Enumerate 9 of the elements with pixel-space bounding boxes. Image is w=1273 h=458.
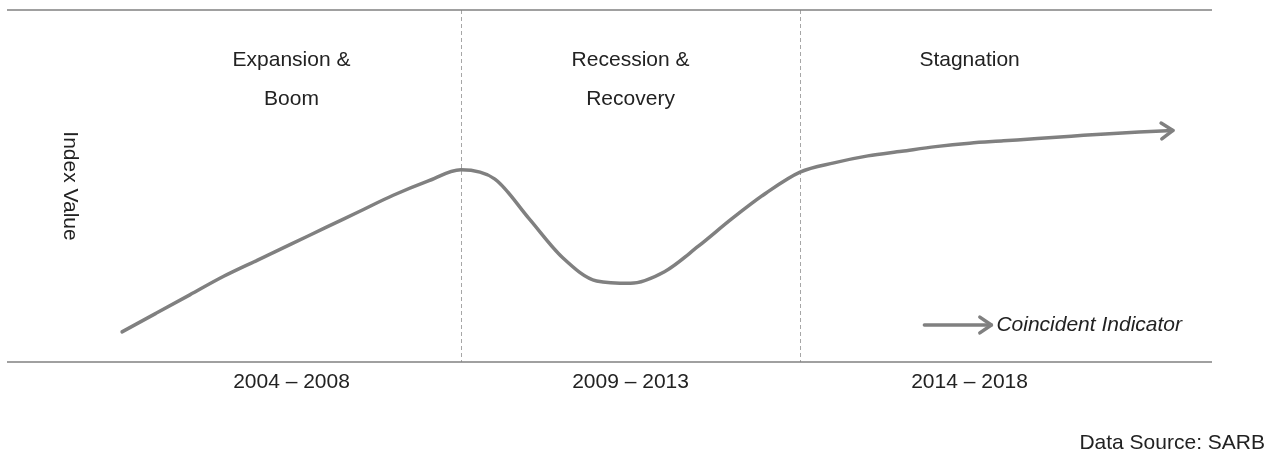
source-note: Data Source: SARB xyxy=(1079,429,1265,453)
x-tick-label: 2004 – 2008 xyxy=(233,369,350,393)
text: Recession & Recovery xyxy=(571,46,690,109)
x-tick-label: 2009 – 2013 xyxy=(572,369,689,393)
legend-label: Coincident Indicator xyxy=(996,311,1184,335)
y-axis-title: Index Value xyxy=(60,131,84,241)
text: Stagnation xyxy=(919,46,1020,70)
x-tick-label: 2014 – 2018 xyxy=(911,369,1028,393)
text: Expansion & Boom xyxy=(232,46,351,109)
